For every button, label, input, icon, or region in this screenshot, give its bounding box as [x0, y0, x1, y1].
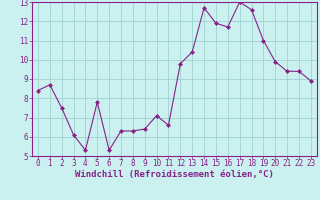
X-axis label: Windchill (Refroidissement éolien,°C): Windchill (Refroidissement éolien,°C) [75, 170, 274, 179]
